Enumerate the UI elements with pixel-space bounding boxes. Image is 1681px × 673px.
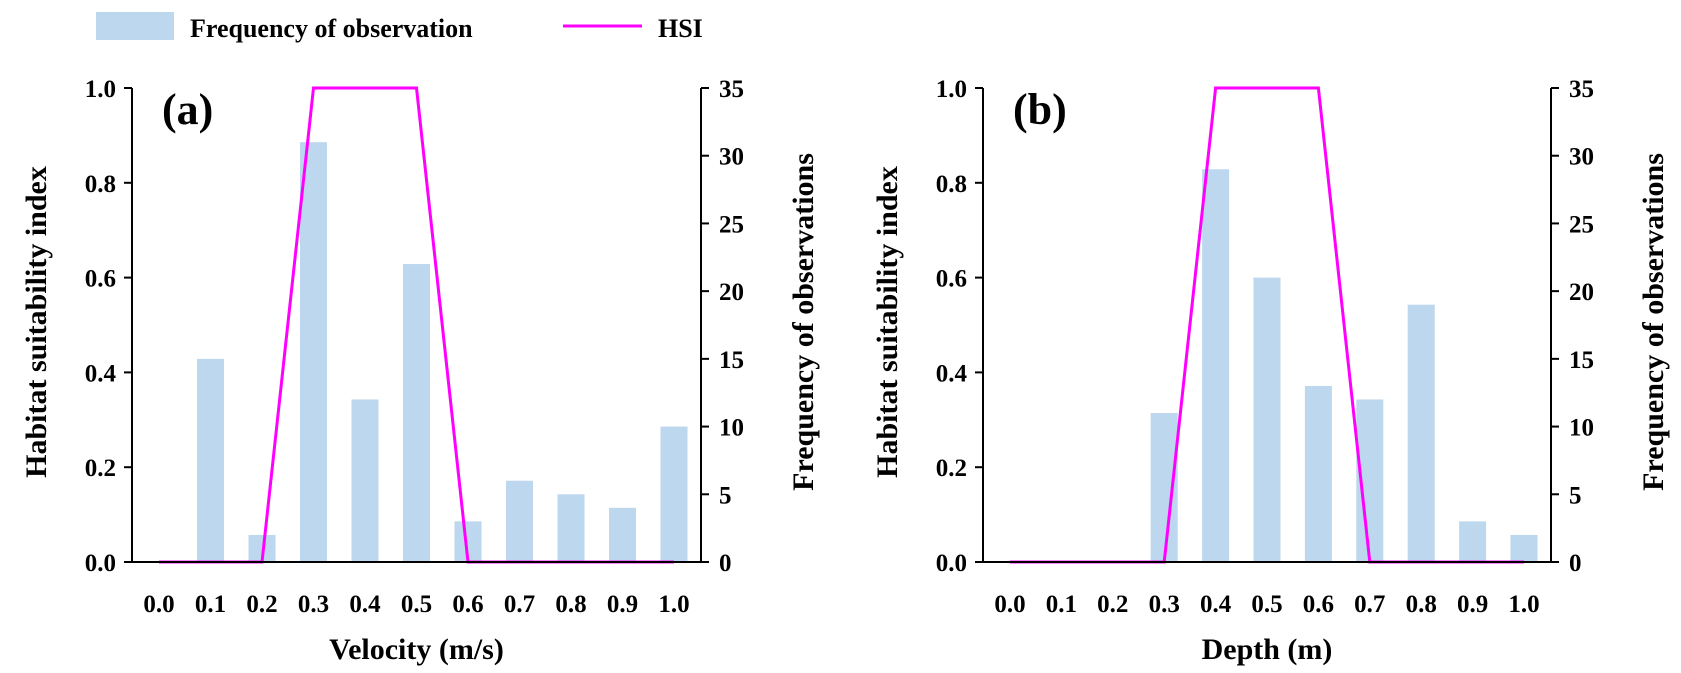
left-y-tick-label: 0.4 xyxy=(85,360,117,387)
right-y-tick-label: 30 xyxy=(1569,144,1594,171)
left-y-tick-label: 1.0 xyxy=(936,76,967,103)
frequency-bar xyxy=(609,507,636,562)
right-y-axis-title: Frequency of observations xyxy=(787,153,820,491)
left-y-tick-label: 0.0 xyxy=(85,550,116,577)
left-y-tick-label: 0.6 xyxy=(85,266,116,293)
x-tick-label: 1.0 xyxy=(1508,591,1539,618)
legend-bar-swatch xyxy=(96,12,174,40)
x-axis-title: Velocity (m/s) xyxy=(329,633,504,666)
right-y-tick-label: 25 xyxy=(719,211,744,238)
right-y-tick-label: 15 xyxy=(719,347,744,374)
right-y-tick-label: 10 xyxy=(1569,415,1594,442)
frequency-bar xyxy=(197,358,224,562)
right-y-tick-label: 35 xyxy=(719,76,744,103)
x-tick-label: 0.1 xyxy=(195,591,226,618)
left-y-axis-title: Habitat suitability index xyxy=(871,166,904,478)
x-tick-label: 0.2 xyxy=(1097,591,1128,618)
panel-label: (b) xyxy=(1013,85,1067,134)
frequency-bar xyxy=(1304,385,1332,562)
frequency-bar xyxy=(403,264,430,562)
x-tick-label: 0.1 xyxy=(1046,591,1077,618)
frequency-bar xyxy=(557,494,585,562)
x-tick-label: 0.6 xyxy=(1303,591,1334,618)
frequency-bar xyxy=(1407,304,1435,562)
x-tick-label: 0.4 xyxy=(349,591,381,618)
left-y-tick-label: 0.2 xyxy=(936,455,967,482)
right-y-tick-label: 5 xyxy=(1569,482,1582,509)
panel-b: 0.0 0.2 0.4 0.6 0.8 1.0 0 5 10 15 20 25 30 35 0.0 0.1 0.… xyxy=(871,76,1670,666)
right-y-tick-label: 15 xyxy=(1569,347,1594,374)
left-y-tick-label: 1.0 xyxy=(85,76,116,103)
legend-label-frequency: Frequency of observation xyxy=(190,14,473,43)
panel-label: (a) xyxy=(162,85,213,134)
x-tick-label: 0.7 xyxy=(1354,591,1385,618)
legend: Frequency of observation HSI xyxy=(96,12,703,43)
left-y-tick-label: 0.8 xyxy=(85,171,116,198)
frequency-bar xyxy=(1510,534,1538,562)
x-tick-label: 0.8 xyxy=(1406,591,1437,618)
frequency-bar xyxy=(660,426,688,562)
right-y-tick-label: 5 xyxy=(719,482,732,509)
x-tick-label: 0.3 xyxy=(1149,591,1180,618)
x-axis-title: Depth (m) xyxy=(1202,633,1333,666)
x-tick-label: 0.3 xyxy=(298,591,329,618)
right-y-axis-title: Frequency of observations xyxy=(1637,153,1670,491)
legend-label-hsi: HSI xyxy=(658,14,703,43)
frequency-bar xyxy=(1202,169,1230,562)
right-y-tick-label: 20 xyxy=(719,279,744,306)
x-tick-label: 0.4 xyxy=(1200,591,1232,618)
left-y-tick-label: 0.8 xyxy=(936,171,967,198)
left-y-tick-label: 0.4 xyxy=(936,360,968,387)
left-y-tick-label: 0.0 xyxy=(936,550,967,577)
x-tick-label: 0.2 xyxy=(246,591,277,618)
x-tick-label: 0.8 xyxy=(555,591,586,618)
right-y-tick-label: 25 xyxy=(1569,211,1594,238)
frequency-bar xyxy=(1253,277,1281,562)
right-y-tick-label: 30 xyxy=(719,144,744,171)
frequency-bar xyxy=(506,480,533,562)
left-y-tick-label: 0.2 xyxy=(85,455,116,482)
frequency-bar xyxy=(351,399,379,562)
panel-a: 0.0 0.2 0.4 0.6 0.8 1.0 0 5 10 15 20 25 30 35 0.0 0.1 0.… xyxy=(20,76,820,666)
x-tick-label: 0.9 xyxy=(1457,591,1488,618)
right-y-tick-label: 0 xyxy=(1569,550,1582,577)
left-y-axis-title: Habitat suitability index xyxy=(20,166,53,478)
x-tick-label: 0.0 xyxy=(143,591,174,618)
x-tick-label: 1.0 xyxy=(658,591,689,618)
x-tick-label: 0.0 xyxy=(994,591,1025,618)
left-y-tick-label: 0.6 xyxy=(936,266,967,293)
right-y-tick-label: 35 xyxy=(1569,76,1594,103)
right-y-tick-label: 10 xyxy=(719,415,744,442)
x-tick-label: 0.6 xyxy=(452,591,483,618)
x-tick-label: 0.5 xyxy=(1251,591,1282,618)
x-tick-label: 0.7 xyxy=(504,591,535,618)
right-y-tick-label: 20 xyxy=(1569,279,1594,306)
x-tick-label: 0.5 xyxy=(401,591,432,618)
right-y-tick-label: 0 xyxy=(719,550,732,577)
frequency-bar xyxy=(300,142,327,562)
x-tick-label: 0.9 xyxy=(607,591,638,618)
frequency-bar xyxy=(1459,521,1487,562)
